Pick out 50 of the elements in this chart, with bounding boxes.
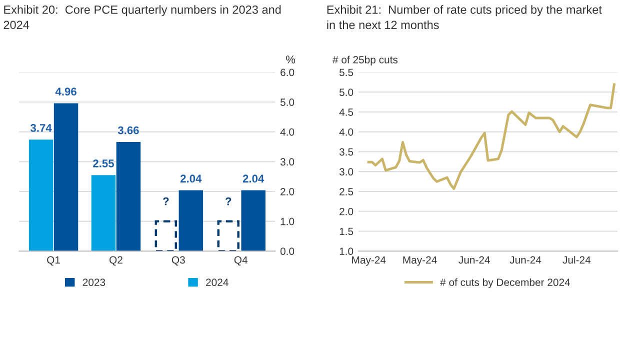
chart-title: Exhibit 21: Number of rate cuts priced by the market in the next 12 months <box>327 5 602 30</box>
y-tick-label: 5.5 <box>339 68 354 76</box>
y-axis-title: % <box>286 56 296 64</box>
y-tick-label: 5.0 <box>280 98 294 106</box>
line-series <box>367 83 616 190</box>
x-tick-label: Q4 <box>234 256 248 266</box>
legend-label: 2024 <box>206 278 228 286</box>
y-tick-label: 3.0 <box>339 168 354 176</box>
x-tick-label: Jul-24 <box>562 256 591 264</box>
y-tick-label: 1.0 <box>340 248 354 255</box>
data-label: ? <box>163 197 169 206</box>
y-tick-label: 1.5 <box>340 228 354 236</box>
y-tick-label: 3.5 <box>339 148 354 156</box>
data-label: 3.66 <box>118 126 139 134</box>
data-label: ? <box>225 197 232 206</box>
bar <box>116 142 141 252</box>
y-axis-title: # of 25bp cuts <box>332 56 398 66</box>
bar <box>54 103 78 252</box>
bar <box>217 220 240 252</box>
x-tick-label: Q1 <box>47 256 60 266</box>
data-label: 2.04 <box>180 174 202 183</box>
y-tick-label: 4.0 <box>339 128 354 136</box>
bar <box>241 190 266 252</box>
x-tick-label: Jun-24 <box>510 256 542 264</box>
data-label: 2.55 <box>93 159 114 168</box>
bar <box>91 175 116 252</box>
x-tick-label: Q3 <box>172 256 185 266</box>
y-tick-label: 0.0 <box>280 248 294 255</box>
y-tick-label: 5.0 <box>339 88 354 96</box>
legend-label: 2023 <box>82 278 106 286</box>
y-tick-label: 2.0 <box>280 188 294 196</box>
y-tick-label: 2.5 <box>340 188 354 196</box>
data-label: 4.96 <box>55 88 76 96</box>
bar <box>28 140 54 252</box>
chart-title: Exhibit 20: Core PCE quarterly numbers in 2023 and 2024 <box>4 5 281 30</box>
bar <box>154 220 178 252</box>
data-label: 2.04 <box>242 174 264 183</box>
bar <box>178 190 204 252</box>
y-tick-label: 4.5 <box>339 108 354 116</box>
y-tick-label: 2.0 <box>340 208 354 216</box>
x-tick-label: May-24 <box>403 256 437 266</box>
data-label: 3.74 <box>30 124 52 132</box>
x-tick-label: Jun-24 <box>458 256 490 264</box>
y-tick-label: 3.0 <box>280 158 294 166</box>
y-tick-label: 6.0 <box>280 68 294 76</box>
legend-label: # of cuts by December 2024 <box>440 278 570 288</box>
x-tick-label: May-24 <box>352 256 386 266</box>
y-tick-label: 4.0 <box>280 128 294 136</box>
x-tick-label: Q2 <box>110 256 122 266</box>
y-tick-label: 1.0 <box>280 218 294 226</box>
